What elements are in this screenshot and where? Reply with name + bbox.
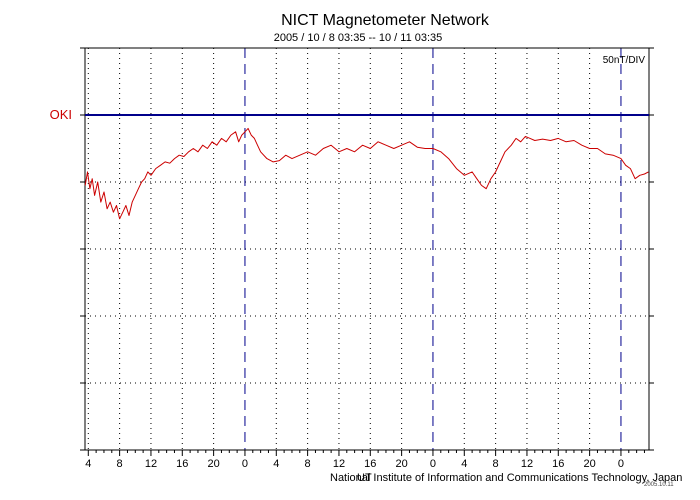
date-stamp: 2005.10.11 [644, 482, 674, 488]
x-tick-label: 0 [430, 458, 436, 470]
x-tick-label: 0 [242, 458, 248, 470]
x-tick-label: 8 [493, 458, 499, 470]
series-line-oki [85, 128, 648, 218]
x-tick-label: 16 [364, 458, 376, 470]
station-label-oki: OKI [50, 107, 72, 122]
x-tick-label: 12 [333, 458, 345, 470]
x-tick-label: 20 [583, 458, 595, 470]
x-tick-label: 8 [117, 458, 123, 470]
x-tick-label: 4 [461, 458, 467, 470]
axis-labels: 4 8 12 16 20 0 4 8 12 16 20 0 4 8 12 16 20 0 OKI [50, 107, 624, 470]
day-boundary-markers [245, 48, 621, 450]
plot-frame [85, 48, 649, 450]
x-tick-label: 20 [395, 458, 407, 470]
x-tick-label: 0 [618, 458, 624, 470]
scale-label: 50nT/DIV [603, 55, 646, 66]
grid [85, 48, 649, 450]
x-tick-label: 16 [176, 458, 188, 470]
x-tick-label: 16 [552, 458, 564, 470]
time-axis-label: UT [357, 472, 372, 484]
footer-credit: National Institute of Information and Co… [330, 472, 682, 484]
x-tick-label: 4 [85, 458, 91, 470]
x-tick-label: 4 [273, 458, 279, 470]
x-tick-label: 20 [207, 458, 219, 470]
x-tick-label: 12 [145, 458, 157, 470]
axis-ticks [80, 48, 654, 456]
data-series [85, 128, 648, 218]
x-tick-label: 8 [305, 458, 311, 470]
x-tick-label: 12 [521, 458, 533, 470]
